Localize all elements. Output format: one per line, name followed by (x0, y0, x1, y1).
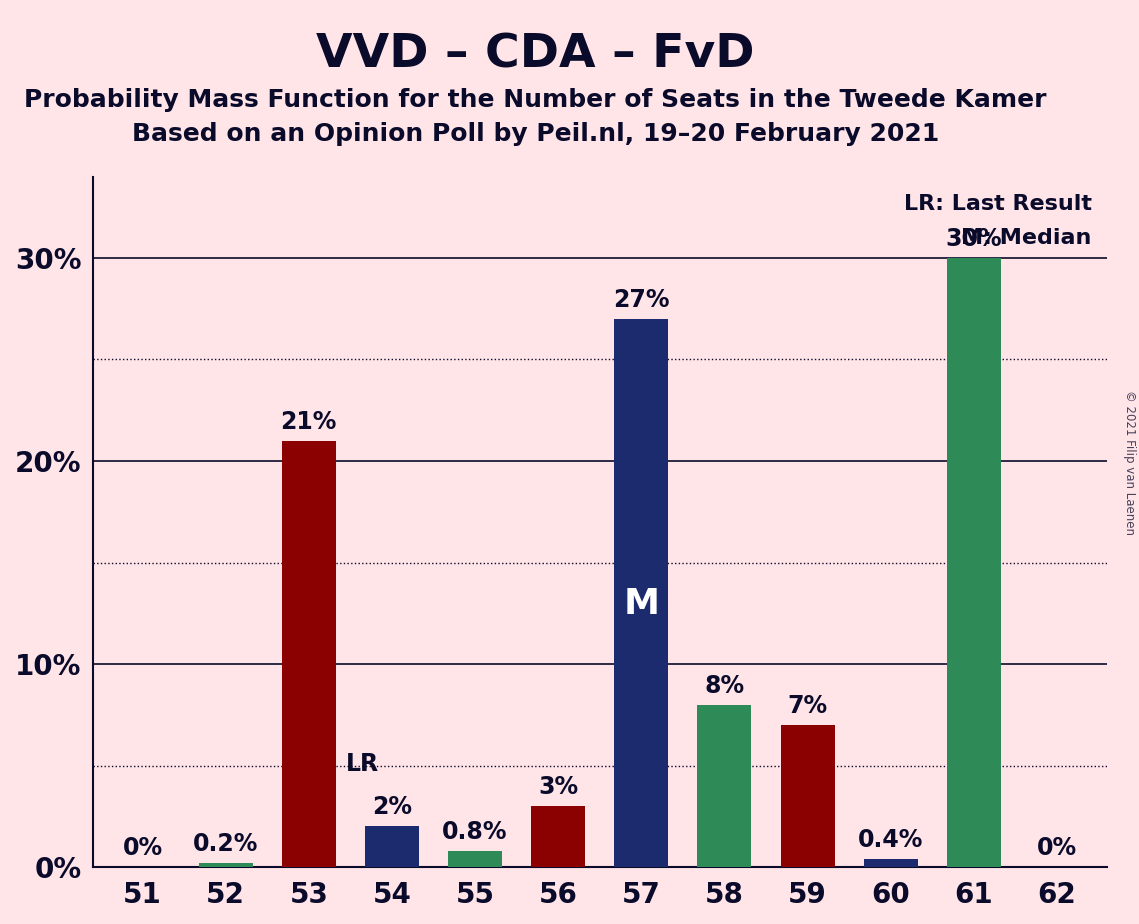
Text: LR: Last Result: LR: Last Result (903, 194, 1091, 214)
Text: 27%: 27% (613, 287, 670, 311)
Text: LR: LR (346, 752, 379, 776)
Bar (364, 826, 419, 867)
Text: 30%: 30% (945, 226, 1002, 250)
Text: 21%: 21% (280, 409, 337, 433)
Text: Based on an Opinion Poll by Peil.nl, 19–20 February 2021: Based on an Opinion Poll by Peil.nl, 19–… (132, 122, 939, 146)
Bar (614, 319, 669, 867)
Text: © 2021 Filip van Laenen: © 2021 Filip van Laenen (1123, 390, 1137, 534)
Text: 7%: 7% (787, 694, 828, 718)
Text: 0.8%: 0.8% (442, 820, 508, 844)
Text: M: Median: M: Median (961, 228, 1091, 249)
Text: 2%: 2% (372, 796, 412, 820)
Text: VVD – CDA – FvD: VVD – CDA – FvD (317, 32, 754, 78)
Text: 0%: 0% (122, 836, 163, 860)
Bar (198, 863, 253, 867)
Bar (697, 705, 752, 867)
Text: 8%: 8% (704, 674, 745, 698)
Bar (780, 725, 835, 867)
Bar (281, 441, 336, 867)
Text: 3%: 3% (538, 775, 579, 799)
Text: 0%: 0% (1036, 836, 1077, 860)
Text: 0.4%: 0.4% (858, 828, 924, 852)
Bar (947, 258, 1001, 867)
Text: Probability Mass Function for the Number of Seats in the Tweede Kamer: Probability Mass Function for the Number… (24, 88, 1047, 112)
Text: 0.2%: 0.2% (192, 832, 259, 856)
Bar (448, 851, 502, 867)
Bar (863, 859, 918, 867)
Text: M: M (623, 587, 659, 621)
Bar (531, 807, 585, 867)
